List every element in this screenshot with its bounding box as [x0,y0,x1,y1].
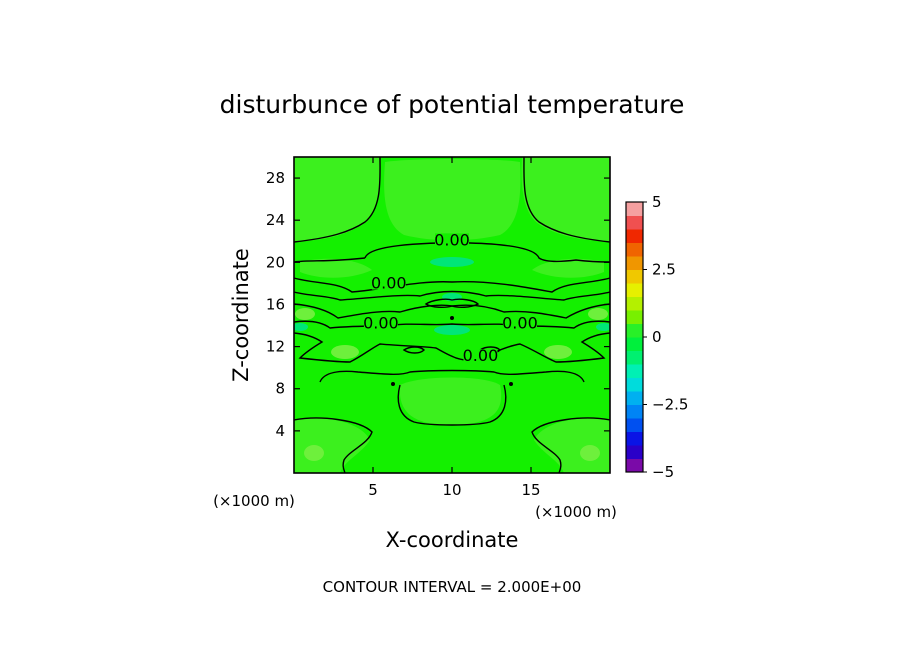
colorbar-swatch [626,418,643,432]
field-patch [294,157,381,242]
colorbar-swatch [626,202,643,216]
colorbar-swatch [626,404,643,419]
field-patch [430,257,474,267]
x-tick-label: 15 [521,481,540,499]
colorbar-swatch [626,377,643,392]
contour-label: 0.00 [363,314,399,333]
contour-label-bg [463,349,498,363]
contour-label-bg [502,316,537,330]
field-patch [434,325,470,335]
field-patch [532,258,604,278]
x-axis-unit: (×1000 m) [535,503,617,521]
y-axis-unit: (×1000 m) [213,492,295,510]
contour-dot [509,382,513,386]
field-patches [294,157,610,473]
contour-labels: 0.000.000.00 0.000.00 [363,230,538,365]
contour-interval-note: CONTOUR INTERVAL = 2.000E+00 [323,578,582,596]
field-patch [544,345,572,359]
contour-line [294,290,610,301]
contour-label-bg [371,276,406,290]
contour-line [364,242,610,263]
colorbar-tick-label: 5 [652,193,662,211]
colorbar-swatch [626,296,643,311]
y-axis-title: Z-coordinate [229,248,253,382]
contour-label: 0.00 [463,346,499,365]
colorbar-swatch [626,364,643,378]
field-patch [521,157,610,242]
contour-dot [391,382,395,386]
contour-line [397,384,507,426]
colorbar-tick-label: −5 [652,463,674,481]
contour-label: 0.00 [502,314,538,333]
colorbar-swatch [626,256,643,270]
colorbar-swatch [626,350,643,365]
colorbar-swatch [626,229,643,243]
y-tick-label: 28 [266,169,285,187]
field-patch [295,308,315,320]
colorbar-swatch [626,310,643,324]
contour-line [402,346,425,354]
colorbar-swatch [626,242,643,257]
field-patch [294,323,308,331]
contour-line [531,417,610,473]
colorbar-swatch [626,431,643,446]
colorbar-tick-label: 0 [652,328,662,346]
y-tick-label: 8 [275,380,285,398]
colorbar-swatch [626,269,643,284]
contour-label: 0.00 [371,274,407,293]
contour-line [294,417,373,473]
contour-line [294,157,381,243]
field-patch [300,258,372,278]
colorbar-swatch [626,458,643,473]
contour-line [523,157,610,243]
x-axis: 5 10 15 [368,157,541,499]
contour-line [294,257,366,263]
contour-line [319,369,585,383]
contour-dot [450,316,454,320]
colorbar-tick-label: 2.5 [652,261,676,279]
field-patch [596,323,610,331]
chart-title: disturbunce of potential temperature [220,90,685,119]
colorbar-swatch [626,323,643,338]
colorbar-swatch [626,337,643,351]
x-tick-label: 5 [368,481,378,499]
colorbar: 5 2.5 0 −2.5 −5 [625,193,688,481]
colorbar-swatch [626,215,643,230]
colorbar-swatch [626,391,643,405]
contour-label-bg [435,233,469,247]
contour-line [294,332,610,363]
y-axis: 4 8 12 16 20 24 28 [266,169,610,440]
colorbar-tick-label: −2.5 [652,396,688,414]
contour-label: 0.00 [434,230,470,249]
field-patch [580,445,600,461]
y-tick-label: 16 [266,295,285,313]
y-tick-label: 20 [266,253,285,271]
y-tick-label: 24 [266,211,285,229]
field-patch [304,445,324,461]
colorbar-swatch [626,283,643,297]
contour-label-bg [363,316,398,330]
field-patch [384,159,521,241]
contour-line [294,320,610,329]
field-patch [399,377,502,425]
y-tick-label: 4 [275,422,285,440]
colorbar-swatch [626,445,643,459]
x-tick-label: 10 [442,481,461,499]
contour-line [294,277,610,293]
field-patch [331,345,359,359]
contour-line [424,298,480,309]
field-patch [588,308,608,320]
y-tick-label: 12 [266,338,285,356]
x-axis-title: X-coordinate [386,528,519,552]
plot-area [293,156,611,474]
